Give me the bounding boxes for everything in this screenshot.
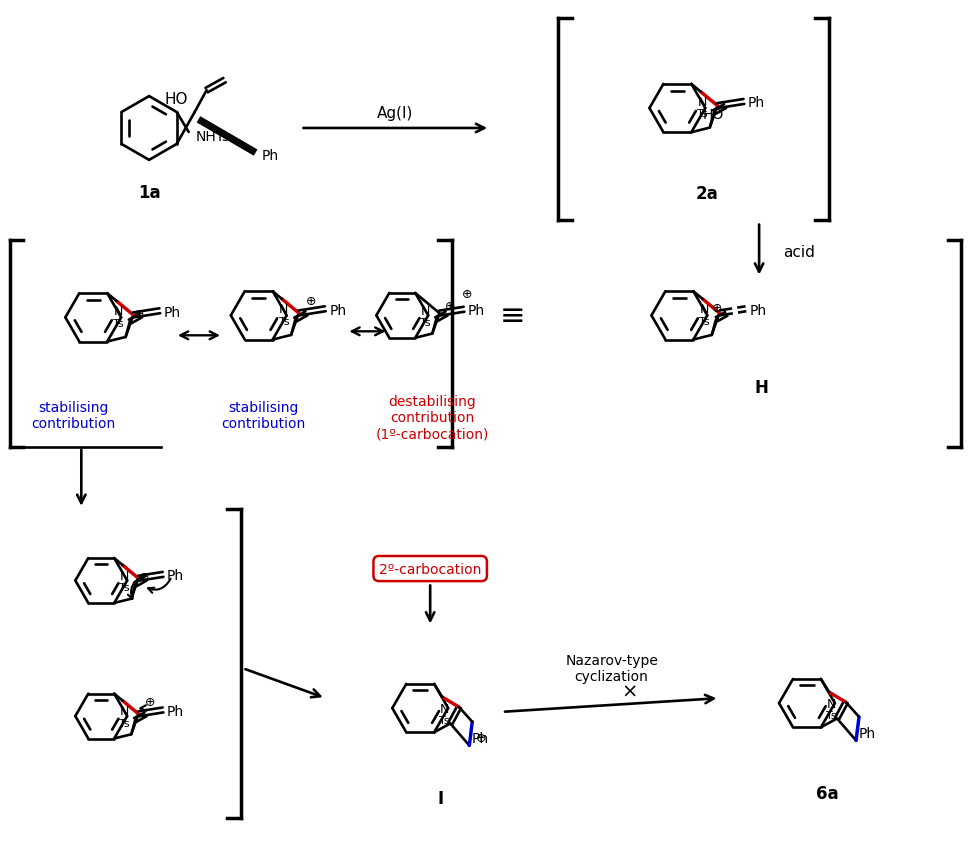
Text: Ph: Ph: [467, 304, 485, 318]
Text: ⊕: ⊕: [445, 300, 455, 313]
Text: ⊕: ⊕: [711, 301, 722, 314]
Text: ×: ×: [622, 682, 637, 701]
Text: 2º-carbocation: 2º-carbocation: [379, 562, 482, 576]
Text: ⊕: ⊕: [306, 295, 316, 308]
Text: Ph: Ph: [750, 303, 767, 318]
Text: N: N: [114, 305, 124, 318]
Text: Ph: Ph: [472, 731, 488, 745]
Text: Ph: Ph: [262, 149, 279, 163]
Text: I: I: [437, 789, 444, 807]
Text: Ts: Ts: [120, 718, 130, 728]
Text: Ts: Ts: [420, 318, 431, 327]
Text: Ts: Ts: [113, 319, 124, 328]
Text: 2a: 2a: [696, 184, 719, 202]
Text: destabilising
contribution
(1º-carbocation): destabilising contribution (1º-carbocati…: [376, 394, 488, 441]
Text: N: N: [421, 304, 430, 317]
Text: Ts: Ts: [120, 582, 130, 592]
Text: Ph: Ph: [329, 303, 346, 318]
Text: N: N: [279, 303, 289, 316]
Text: N: N: [440, 702, 450, 715]
Text: acid: acid: [783, 245, 815, 260]
Text: 1a: 1a: [138, 183, 161, 201]
Text: ⊕: ⊕: [134, 307, 145, 320]
Text: Ph: Ph: [748, 96, 765, 110]
Text: Ph: Ph: [858, 726, 876, 740]
Text: H: H: [754, 379, 768, 397]
Text: ⊕: ⊕: [476, 731, 486, 744]
Text: Ag(I): Ag(I): [378, 105, 414, 121]
Text: Ts: Ts: [698, 109, 707, 120]
Text: Nazarov-type
cyclization: Nazarov-type cyclization: [565, 653, 658, 684]
Text: N: N: [826, 697, 836, 709]
Text: Ph: Ph: [163, 306, 181, 319]
Text: ⊕: ⊕: [139, 571, 150, 584]
Text: N: N: [120, 569, 129, 582]
Text: N: N: [120, 704, 129, 717]
Text: NHTs: NHTs: [196, 130, 230, 144]
Text: N: N: [698, 96, 707, 108]
Text: ⊕: ⊕: [145, 696, 156, 709]
Text: 6a: 6a: [815, 784, 838, 802]
Text: Ph: Ph: [166, 704, 183, 718]
Text: stabilising
contribution: stabilising contribution: [31, 400, 116, 430]
Text: N: N: [700, 303, 709, 316]
Text: stabilising
contribution: stabilising contribution: [222, 400, 306, 430]
Text: Ts: Ts: [439, 715, 450, 725]
Text: HO: HO: [703, 108, 724, 121]
Text: ≡: ≡: [500, 301, 525, 331]
Text: Ts: Ts: [700, 317, 710, 326]
Text: Ph: Ph: [166, 569, 183, 583]
Text: HO: HO: [165, 91, 189, 107]
Text: ⊕: ⊕: [461, 288, 472, 300]
Text: Ts: Ts: [826, 710, 837, 720]
Text: Ts: Ts: [278, 317, 289, 326]
